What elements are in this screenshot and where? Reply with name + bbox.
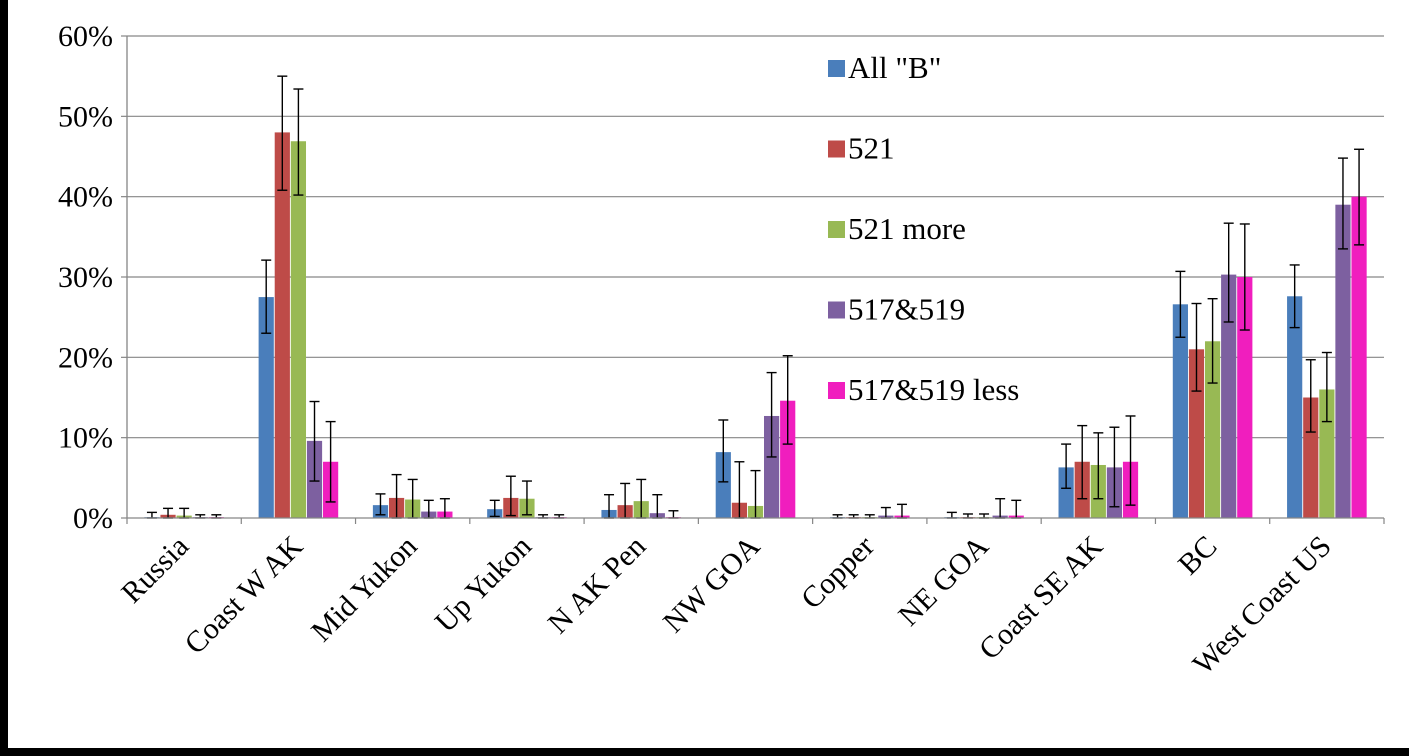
legend-label: All "B" (848, 50, 941, 85)
x-tick-label: Up Yukon (429, 530, 538, 639)
y-tick-label: 60% (58, 20, 113, 53)
y-tick-label: 20% (58, 341, 113, 374)
legend-label: 517&519 (848, 292, 965, 327)
legend-swatch (828, 382, 845, 399)
y-tick-label: 30% (58, 261, 113, 294)
x-tick-label: Russia (115, 530, 195, 610)
legend-label: 517&519 less (848, 372, 1019, 407)
x-tick-label: BC (1172, 530, 1224, 582)
x-tick-label: Coast W AK (178, 529, 309, 660)
y-tick-label: 10% (58, 422, 113, 455)
y-axis-ticks: 0% 10% 20% 30% 40% 50% 60% (58, 20, 127, 535)
legend-swatch (828, 140, 845, 158)
legend: All "B" 521 521 more 517&519 517&519 less (828, 50, 1019, 407)
bar (1351, 196, 1367, 518)
bar (1237, 277, 1253, 518)
x-tick-label: NW GOA (657, 529, 767, 639)
x-tick-label: NE GOA (892, 529, 995, 632)
x-tick-label: Copper (795, 530, 881, 616)
legend-swatch (828, 60, 845, 77)
bars (144, 132, 1367, 518)
chart-frame: 0% 10% 20% 30% 40% 50% 60% Russia Coast W AK Mid… (8, 0, 1409, 748)
x-tick-label: Coast SE AK (973, 529, 1110, 666)
bar (764, 415, 780, 518)
bar (1221, 274, 1237, 518)
y-tick-label: 0% (73, 502, 113, 535)
y-tick-label: 40% (58, 181, 113, 214)
bar (780, 400, 796, 518)
legend-swatch (828, 221, 845, 238)
bar (258, 297, 274, 518)
bar (1204, 341, 1221, 518)
bar (1058, 467, 1074, 518)
legend-swatch (828, 301, 845, 319)
legend-label: 521 more (848, 211, 966, 246)
legend-label: 521 (848, 131, 895, 166)
axes (126, 36, 1385, 524)
bar (1172, 304, 1188, 518)
y-tick-label: 50% (58, 100, 113, 133)
x-tick-label: N AK Pen (542, 530, 653, 641)
bar (274, 132, 290, 518)
bar (1287, 296, 1303, 518)
bar (1303, 397, 1319, 518)
bar (1335, 204, 1351, 518)
bar (715, 452, 731, 518)
x-tick-label: Mid Yukon (305, 530, 424, 649)
bar (290, 141, 307, 518)
